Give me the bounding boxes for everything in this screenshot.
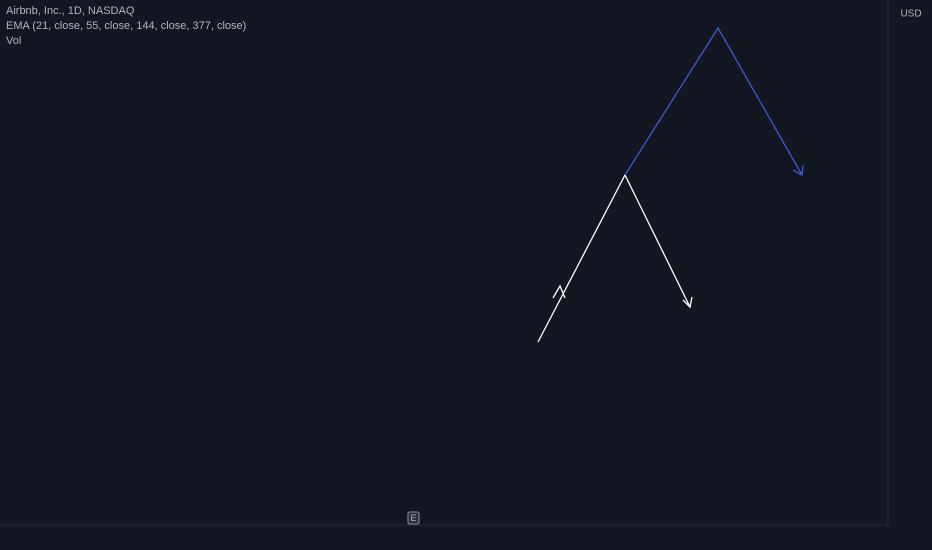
- volume-label: Vol: [6, 35, 21, 47]
- earnings-icon: [407, 511, 420, 525]
- arrow-path: [624, 26, 803, 176]
- indicator-label: EMA (21, close, 55, close, 144, close, 3…: [6, 20, 246, 32]
- currency: USD: [900, 9, 921, 20]
- arrow-head: [552, 284, 566, 299]
- time-axis: [0, 525, 932, 550]
- chart-title: Airbnb, Inc., 1D, NASDAQ: [6, 5, 135, 17]
- arrow-head: [682, 296, 693, 309]
- arrow-head: [792, 164, 804, 177]
- price-axis: [888, 0, 932, 550]
- drawings: E: [407, 26, 804, 525]
- earnings-letter: E: [410, 513, 416, 523]
